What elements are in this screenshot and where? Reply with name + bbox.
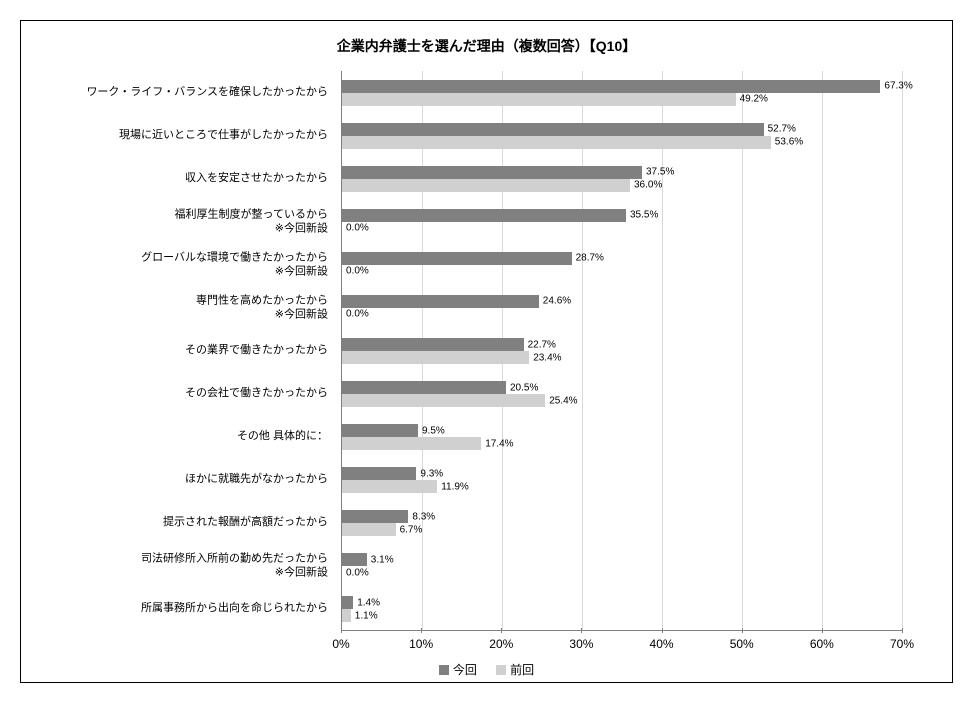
x-tick-label: 20% (489, 637, 513, 651)
category-label: 福利厚生制度が整っているから ※今回新設 (175, 208, 328, 236)
bar-value-current: 35.5% (630, 210, 658, 221)
bar-value-current: 24.6% (543, 296, 571, 307)
bar-value-current: 8.3% (412, 511, 435, 522)
gridline (662, 71, 663, 630)
category-label: ほかに就職先がなかったから (185, 473, 328, 487)
bar-value-previous: 36.0% (634, 180, 662, 191)
category-label: その会社で働きたかったから (185, 387, 328, 401)
bar-current (342, 295, 539, 308)
bar-previous (342, 351, 529, 364)
bar-previous (342, 609, 351, 622)
bar-value-current: 9.3% (420, 468, 443, 479)
bar-current (342, 209, 626, 222)
bar-value-previous: 25.4% (549, 395, 577, 406)
bar-previous (342, 480, 437, 493)
x-tick-label: 0% (332, 637, 349, 651)
bar-current (342, 338, 524, 351)
x-tick-label: 50% (730, 637, 754, 651)
x-tick-mark (742, 628, 743, 633)
category-label: ワーク・ライフ・バランスを確保したかったから (86, 86, 328, 100)
bar-value-previous: 49.2% (740, 94, 768, 105)
category-label: 収入を安定させたかったから (185, 172, 328, 186)
bar-previous (342, 93, 736, 106)
bar-previous (342, 437, 481, 450)
x-tick-mark (501, 628, 502, 633)
bar-value-current: 67.3% (884, 81, 912, 92)
x-tick-label: 40% (650, 637, 674, 651)
x-tick-mark (662, 628, 663, 633)
bar-previous (342, 179, 630, 192)
category-label: 司法研修所入所前の勤め先だったから ※今回新設 (141, 553, 328, 581)
bar-value-previous: 11.9% (441, 481, 469, 492)
bar-current (342, 553, 367, 566)
legend-label-previous: 前回 (510, 661, 534, 678)
bar-current (342, 80, 880, 93)
legend-swatch-current (439, 665, 449, 675)
gridline (582, 71, 583, 630)
y-axis-labels: ワーク・ライフ・バランスを確保したかったから現場に近いところで仕事がしたかったか… (41, 71, 336, 631)
bar-value-current: 20.5% (510, 382, 538, 393)
bar-value-previous: 17.4% (485, 438, 513, 449)
category-label: その他 具体的に： (237, 430, 328, 444)
bar-current (342, 166, 642, 179)
bar-value-previous: 0.0% (346, 567, 369, 578)
bar-value-previous: 6.7% (400, 524, 423, 535)
x-tick-mark (341, 628, 342, 633)
bar-previous (342, 523, 396, 536)
bar-value-previous: 0.0% (346, 309, 369, 320)
bar-value-previous: 1.1% (355, 610, 378, 621)
bar-value-current: 3.1% (371, 554, 394, 565)
legend-item-previous: 前回 (496, 661, 534, 678)
bar-previous (342, 394, 545, 407)
category-label: 現場に近いところで仕事がしたかったから (119, 129, 328, 143)
x-tick-label: 10% (409, 637, 433, 651)
category-label: 提示された報酬が高額だったから (163, 516, 328, 530)
bar-value-current: 37.5% (646, 167, 674, 178)
legend: 今回 前回 (41, 661, 932, 678)
bars-area: 67.3%49.2%52.7%53.6%37.5%36.0%35.5%0.0%2… (341, 71, 902, 631)
category-label: 専門性を高めたかったから ※今回新設 (196, 294, 328, 322)
bar-value-previous: 53.6% (775, 137, 803, 148)
bar-current (342, 510, 408, 523)
gridline (902, 71, 903, 630)
bar-previous (342, 136, 771, 149)
gridline (742, 71, 743, 630)
legend-item-current: 今回 (439, 661, 477, 678)
category-label: グローバルな環境で働きたかったから ※今回新設 (141, 251, 328, 279)
category-label: その業界で働きたかったから (185, 344, 328, 358)
x-tick-label: 70% (890, 637, 914, 651)
bar-value-current: 1.4% (357, 597, 380, 608)
bar-value-previous: 0.0% (346, 266, 369, 277)
bar-value-current: 22.7% (528, 339, 556, 350)
bar-current (342, 596, 353, 609)
chart-container: 企業内弁護士を選んだ理由（複数回答）【Q10】 ワーク・ライフ・バランスを確保し… (20, 20, 953, 683)
bar-current (342, 467, 416, 480)
bar-value-current: 28.7% (576, 253, 604, 264)
bar-current (342, 424, 418, 437)
bar-current (342, 381, 506, 394)
x-tick-mark (822, 628, 823, 633)
chart-title: 企業内弁護士を選んだ理由（複数回答）【Q10】 (41, 36, 932, 56)
legend-swatch-previous (496, 665, 506, 675)
category-label: 所属事務所から出向を命じられたから (141, 603, 328, 617)
x-tick-mark (421, 628, 422, 633)
plot-area: ワーク・ライフ・バランスを確保したかったから現場に近いところで仕事がしたかったか… (41, 71, 932, 631)
x-tick-label: 60% (810, 637, 834, 651)
bar-current (342, 252, 572, 265)
bar-value-previous: 23.4% (533, 352, 561, 363)
bar-value-current: 52.7% (768, 124, 796, 135)
legend-label-current: 今回 (453, 661, 477, 678)
gridline (822, 71, 823, 630)
bar-value-current: 9.5% (422, 425, 445, 436)
x-tick-mark (902, 628, 903, 633)
x-tick-label: 30% (569, 637, 593, 651)
x-axis: 0%10%20%30%40%50%60%70% (341, 633, 902, 653)
bar-current (342, 123, 764, 136)
bar-value-previous: 0.0% (346, 223, 369, 234)
x-tick-mark (581, 628, 582, 633)
